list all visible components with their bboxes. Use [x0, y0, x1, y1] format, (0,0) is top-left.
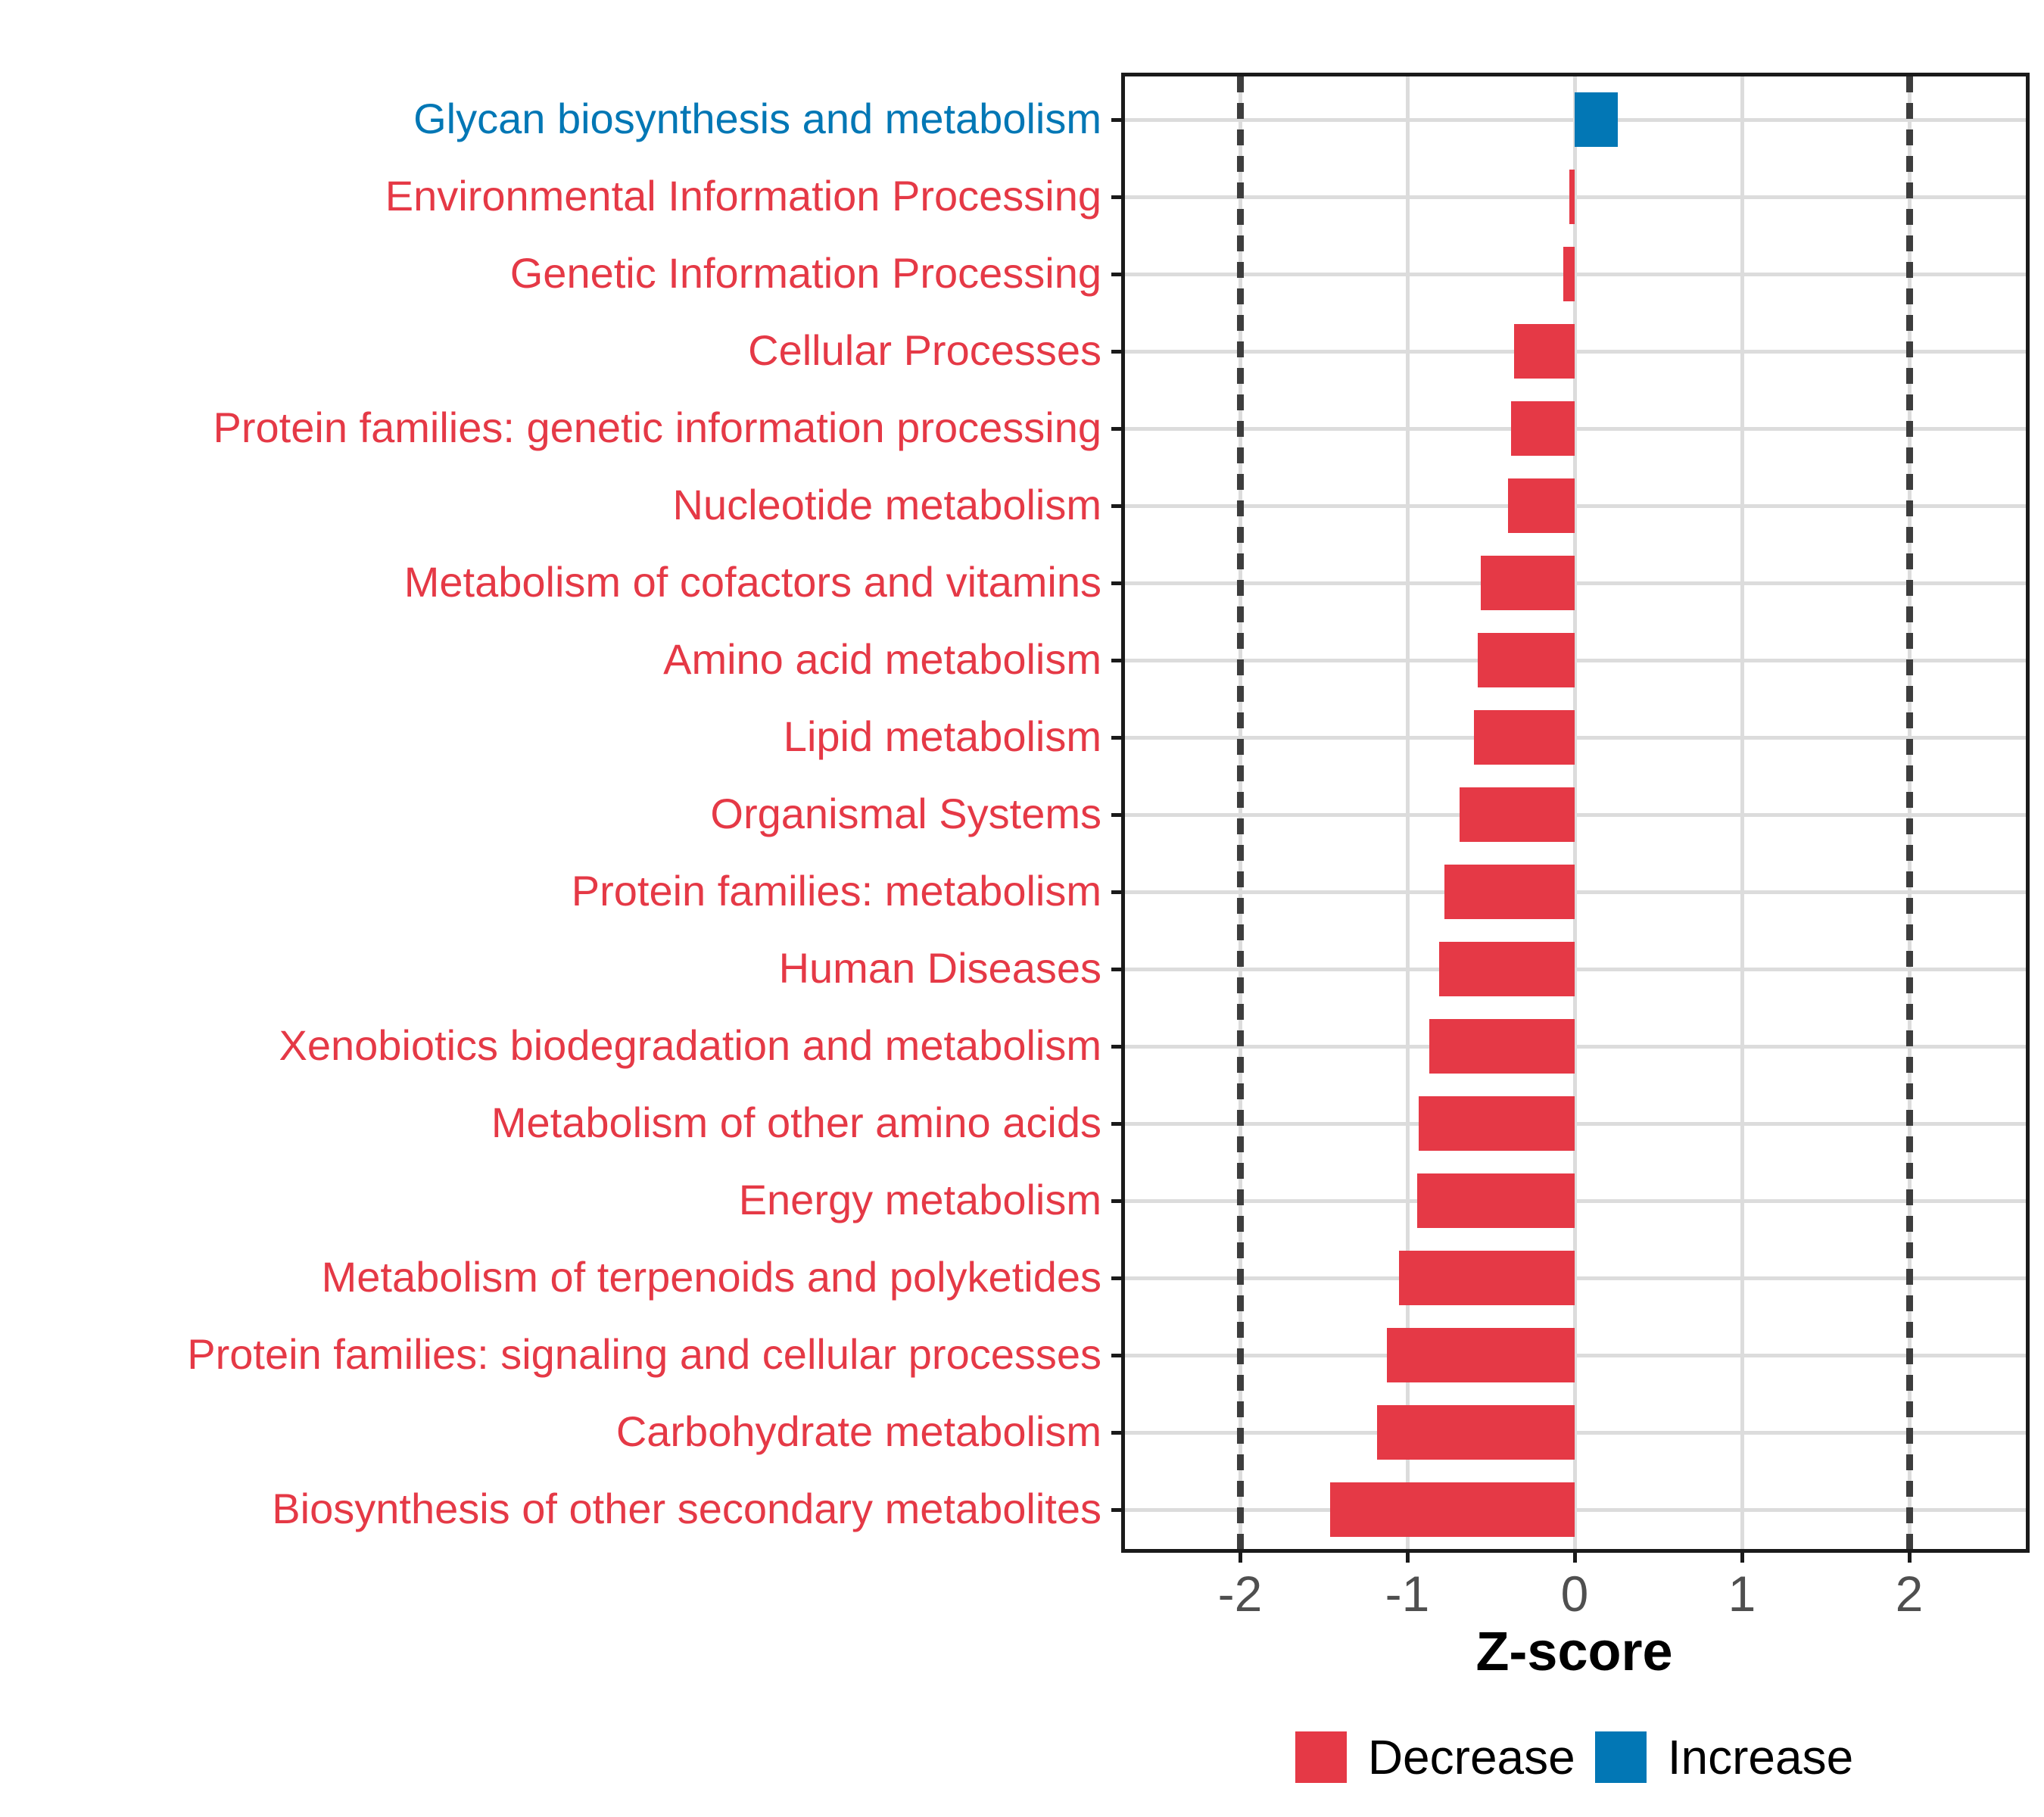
bar [1438, 942, 1575, 996]
legend: Decrease Increase [1123, 1731, 2026, 1783]
x-axis-tick [1908, 1551, 1912, 1563]
y-axis-tick [1111, 118, 1123, 122]
category-label: Energy metabolism [738, 1175, 1101, 1223]
x-axis-tick [1406, 1551, 1410, 1563]
category-label: Lipid metabolism [783, 712, 1101, 760]
category-label: Glycan biosynthesis and metabolism [413, 94, 1101, 142]
bar [1477, 633, 1575, 687]
bar [1429, 1019, 1575, 1074]
y-axis-tick [1111, 1354, 1123, 1357]
y-axis-tick [1111, 1045, 1123, 1049]
plot-panel-border [1121, 73, 2030, 1553]
category-label: Biosynthesis of other secondary metaboli… [272, 1484, 1101, 1532]
y-axis-tick [1111, 350, 1123, 354]
bar [1507, 478, 1575, 533]
category-label: Organismal Systems [710, 789, 1101, 837]
y-axis-tick [1111, 273, 1123, 276]
legend-label-increase: Increase [1667, 1730, 1854, 1784]
x-tick-label: -2 [1217, 1566, 1263, 1622]
bar [1330, 1482, 1575, 1537]
category-label: Xenobiotics biodegradation and metabolis… [279, 1021, 1101, 1069]
bar [1377, 1405, 1575, 1460]
bar [1563, 247, 1575, 301]
category-label: Environmental Information Processing [385, 171, 1101, 220]
category-label: Metabolism of terpenoids and polyketides [321, 1252, 1101, 1301]
x-tick-label: 1 [1728, 1566, 1756, 1622]
legend-item-decrease: Decrease [1295, 1731, 1575, 1783]
y-axis-tick [1111, 659, 1123, 662]
y-axis-tick [1111, 1431, 1123, 1435]
category-label: Metabolism of other amino acids [491, 1098, 1101, 1146]
bar [1575, 92, 1619, 147]
category-label: Metabolism of cofactors and vitamins [404, 557, 1101, 606]
bar [1398, 1251, 1575, 1305]
bar [1444, 865, 1575, 919]
bar [1474, 710, 1575, 765]
x-tick-label: -1 [1385, 1566, 1430, 1622]
y-axis-tick [1111, 736, 1123, 740]
y-axis-tick [1111, 1276, 1123, 1280]
y-axis-tick [1111, 1508, 1123, 1512]
bar [1511, 401, 1575, 456]
category-label: Protein families: metabolism [571, 866, 1101, 915]
category-label: Human Diseases [778, 943, 1101, 992]
category-label: Genetic Information Processing [509, 248, 1101, 297]
x-tick-label: 0 [1560, 1566, 1589, 1622]
y-axis-tick [1111, 195, 1123, 199]
y-axis-tick [1111, 1122, 1123, 1126]
y-axis-tick [1111, 581, 1123, 585]
legend-swatch-increase-icon [1594, 1731, 1647, 1783]
legend-swatch-decrease-icon [1295, 1731, 1347, 1783]
category-label: Protein families: genetic information pr… [213, 403, 1101, 451]
category-label: Nucleotide metabolism [672, 480, 1101, 528]
x-axis-tick [1573, 1551, 1577, 1563]
y-axis-tick [1111, 968, 1123, 971]
y-axis-tick [1111, 813, 1123, 817]
v-gridline [1406, 76, 1410, 1551]
category-label: Protein families: signaling and cellular… [187, 1329, 1101, 1378]
y-axis-tick [1111, 1199, 1123, 1203]
bar [1459, 787, 1575, 842]
v-gridline [1573, 76, 1577, 1551]
legend-label-decrease: Decrease [1367, 1730, 1575, 1784]
legend-item-increase: Increase [1594, 1730, 1854, 1784]
reference-line [1906, 76, 1913, 1551]
bar [1419, 1096, 1575, 1151]
v-gridline [1740, 76, 1744, 1551]
x-axis-title: Z-score [1475, 1622, 1673, 1682]
reference-line [1237, 76, 1244, 1551]
y-axis-tick [1111, 504, 1123, 508]
bar [1387, 1328, 1575, 1382]
y-axis-tick [1111, 427, 1123, 431]
bar [1417, 1173, 1575, 1228]
x-tick-label: 2 [1895, 1566, 1924, 1622]
x-axis-tick [1239, 1551, 1242, 1563]
bar [1481, 556, 1575, 610]
x-axis-tick [1740, 1551, 1744, 1563]
category-label: Cellular Processes [748, 326, 1101, 374]
bar [1514, 324, 1575, 379]
y-axis-tick [1111, 890, 1123, 894]
category-label: Amino acid metabolism [663, 634, 1101, 683]
bar [1569, 170, 1575, 224]
category-label: Carbohydrate metabolism [615, 1407, 1101, 1455]
